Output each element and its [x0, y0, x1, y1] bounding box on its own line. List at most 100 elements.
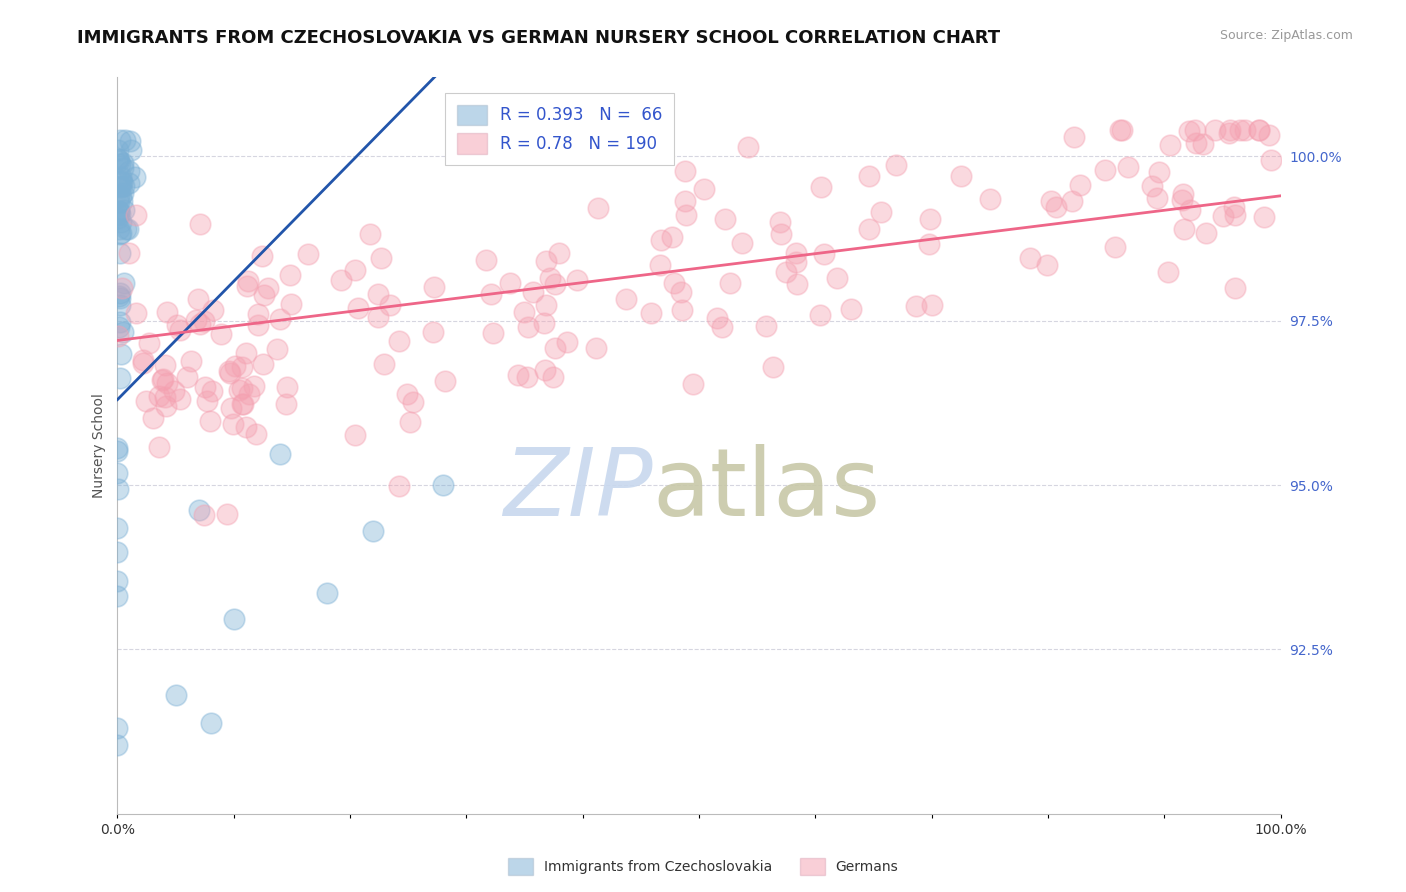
Point — [112, 203, 135, 218]
Point — [640, 306, 662, 320]
Point — [669, 285, 692, 299]
Text: ZIP: ZIP — [503, 444, 652, 535]
Point — [508, 368, 530, 382]
Point — [1225, 208, 1247, 222]
Point — [378, 298, 401, 312]
Point — [112, 161, 135, 175]
Point — [884, 158, 907, 172]
Point — [675, 208, 697, 222]
Point — [516, 370, 538, 384]
Point — [1218, 126, 1240, 140]
Point — [155, 399, 177, 413]
Point — [108, 285, 131, 300]
Point — [169, 323, 191, 337]
Point — [1062, 194, 1084, 208]
Point — [1247, 123, 1270, 137]
Point — [107, 466, 129, 480]
Point — [187, 503, 209, 517]
Point — [675, 164, 697, 178]
Point — [762, 359, 785, 374]
Point — [343, 428, 366, 442]
Point — [297, 246, 319, 260]
Point — [950, 169, 973, 184]
Point — [1184, 123, 1206, 137]
Point — [110, 207, 132, 221]
Point — [115, 222, 138, 236]
Point — [110, 291, 132, 305]
Point — [110, 173, 132, 187]
Point — [1109, 123, 1132, 137]
Point — [107, 152, 129, 166]
Point — [108, 298, 131, 312]
Point — [111, 194, 134, 209]
Point — [165, 688, 187, 702]
Point — [387, 479, 409, 493]
Point — [107, 194, 129, 209]
Point — [235, 279, 257, 293]
Point — [107, 143, 129, 157]
Point — [1204, 123, 1226, 137]
Point — [825, 270, 848, 285]
Point — [108, 188, 131, 202]
Point — [236, 274, 259, 288]
Point — [1234, 123, 1257, 137]
Legend: R = 0.393   N =  66, R = 0.78   N = 190: R = 0.393 N = 66, R = 0.78 N = 190 — [446, 93, 673, 166]
Point — [138, 335, 160, 350]
Point — [108, 221, 131, 235]
Point — [195, 393, 218, 408]
Point — [555, 335, 578, 350]
Point — [870, 205, 893, 219]
Point — [785, 255, 807, 269]
Point — [107, 442, 129, 456]
Point — [107, 739, 129, 753]
Point — [125, 208, 148, 222]
Point — [193, 314, 215, 328]
Point — [1195, 226, 1218, 240]
Point — [166, 318, 188, 332]
Point — [1063, 130, 1085, 145]
Point — [714, 211, 737, 226]
Point — [330, 273, 353, 287]
Text: Source: ZipAtlas.com: Source: ZipAtlas.com — [1219, 29, 1353, 43]
Point — [278, 268, 301, 282]
Point — [218, 364, 240, 378]
Point — [1253, 210, 1275, 224]
Point — [250, 249, 273, 263]
Point — [1094, 162, 1116, 177]
Point — [107, 444, 129, 458]
Point — [107, 574, 129, 588]
Point — [711, 320, 734, 334]
Point — [1173, 222, 1195, 236]
Point — [215, 507, 238, 521]
Point — [110, 316, 132, 330]
Point — [1212, 209, 1234, 223]
Point — [423, 279, 446, 293]
Point — [475, 253, 498, 268]
Point — [107, 721, 129, 735]
Point — [499, 276, 522, 290]
Point — [111, 155, 134, 169]
Point — [132, 356, 155, 370]
Point — [110, 188, 132, 202]
Point — [110, 179, 132, 194]
Point — [256, 281, 278, 295]
Point — [194, 380, 217, 394]
Point — [547, 246, 569, 260]
Point — [193, 508, 215, 523]
Point — [543, 277, 565, 291]
Point — [155, 358, 177, 372]
Point — [373, 357, 395, 371]
Point — [114, 179, 136, 194]
Point — [810, 180, 832, 194]
Point — [585, 341, 607, 355]
Point — [209, 327, 232, 342]
Point — [124, 170, 146, 185]
Point — [422, 326, 444, 340]
Point — [917, 237, 939, 252]
Point — [108, 154, 131, 169]
Point — [1069, 178, 1091, 193]
Point — [482, 326, 505, 340]
Point — [1140, 178, 1163, 193]
Point — [142, 411, 165, 425]
Point — [198, 414, 221, 428]
